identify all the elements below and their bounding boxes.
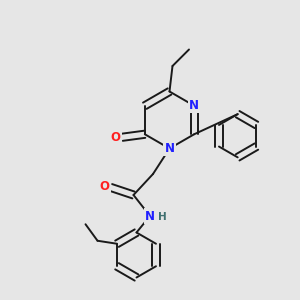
- Text: O: O: [99, 180, 110, 193]
- Text: N: N: [189, 99, 199, 112]
- Text: O: O: [111, 131, 121, 144]
- Text: N: N: [164, 142, 175, 155]
- Text: N: N: [145, 209, 155, 223]
- Text: H: H: [158, 212, 167, 223]
